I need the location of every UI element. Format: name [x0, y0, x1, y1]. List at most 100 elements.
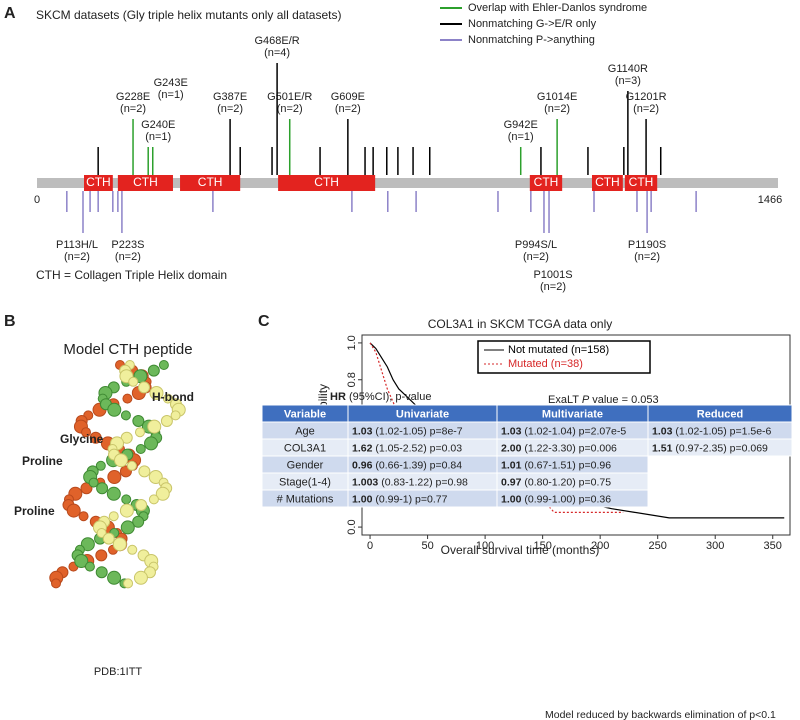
panel-letter: B	[4, 313, 16, 330]
atom	[138, 381, 151, 394]
mutation-count: (n=2)	[64, 251, 90, 263]
cell-text: 1.62 (1.05-2.52) p=0.03	[352, 442, 462, 454]
mutation-label: G240E	[141, 119, 175, 131]
cell-text: # Mutations	[277, 493, 334, 505]
caption: PDB:1ITT	[94, 666, 143, 678]
atom	[102, 532, 115, 545]
legend-label: Overlap with Ehler-Danlos syndrome	[468, 2, 647, 14]
x-axis-label: Overall survival time (months)	[441, 543, 600, 557]
molecule-label: Proline	[22, 454, 63, 468]
mutation-count: (n=2)	[115, 251, 141, 263]
atom	[81, 427, 92, 438]
atom	[80, 537, 95, 552]
mutation-label: P113H/L	[56, 239, 98, 251]
atom	[155, 486, 170, 501]
mutation-label: G1140R	[608, 63, 648, 75]
atom	[128, 376, 139, 387]
footnote: Model reduced by backwards elimination o…	[545, 709, 776, 720]
cell-ci: (0.66-1.39) p=0.84	[372, 459, 462, 471]
header-text: Univariate	[396, 408, 449, 420]
atom	[170, 410, 181, 421]
atom	[121, 494, 132, 505]
atom	[95, 460, 106, 471]
protein-backbone	[37, 178, 778, 188]
mutation-count: (n=2)	[217, 103, 243, 115]
x-tick-label: 100	[476, 540, 494, 552]
atom	[147, 419, 162, 434]
mutation-count: (n=2)	[523, 251, 549, 263]
y-tick-label: 1.0	[346, 335, 358, 350]
cell-text: 1.03 (1.02-1.05) p=1.5e-6	[652, 425, 772, 437]
mutation-label: G501E/R	[267, 91, 312, 103]
mutation-count: (n=2)	[544, 103, 570, 115]
cell-ci: (0.80-1.20) p=0.75	[521, 476, 611, 488]
molecule-label: Glycine	[60, 432, 104, 446]
axis-start: 0	[34, 194, 40, 206]
mutation-label: G942E	[504, 119, 538, 131]
cell-ci: (0.99-1) p=0.77	[372, 493, 447, 505]
mutation-count: (n=2)	[277, 103, 303, 115]
caption: CTH = Collagen Triple Helix domain	[36, 268, 227, 282]
table-caption: HR (95%CI), p-value	[330, 391, 431, 403]
legend-label: Nonmatching G->E/R only	[468, 18, 597, 30]
cell-hr: 1.62	[352, 442, 373, 454]
atom	[127, 544, 138, 555]
atom	[114, 453, 129, 468]
x-tick-label: 150	[533, 540, 551, 552]
atom	[107, 570, 122, 585]
atom	[95, 549, 108, 562]
legend-label: Not mutated (n=158)	[508, 344, 609, 356]
x-tick-label: 250	[649, 540, 667, 552]
mutation-label: G228E	[116, 91, 150, 103]
atom	[149, 386, 164, 400]
domain-label: CTH	[198, 175, 223, 189]
cell-ci: (0.83-1.22) p=0.98	[378, 476, 468, 488]
domain-label: CTH	[595, 175, 620, 189]
cell-ci: (1.22-3.30) p=0.006	[521, 442, 617, 454]
domain-label: CTH	[314, 175, 339, 189]
atom	[107, 402, 122, 417]
domain	[624, 175, 658, 191]
atom	[107, 470, 122, 484]
cell-ci: (1.05-2.52) p=0.03	[372, 442, 462, 454]
atom	[135, 444, 146, 454]
atom	[120, 520, 135, 535]
legend-label: Nonmatching P->anything	[468, 34, 595, 46]
atom	[96, 482, 109, 495]
cell-ci: (1.02-1.04) p=2.07e-5	[521, 425, 626, 437]
caption-bold: HR	[330, 391, 346, 403]
cell-hr: 1.03	[501, 425, 522, 437]
atom	[144, 436, 159, 451]
mutation-label: G1201R	[626, 91, 667, 103]
mutation-count: (n=2)	[120, 103, 146, 115]
annotation-part: value = 0.053	[589, 394, 658, 406]
atom	[158, 360, 169, 370]
domain	[180, 175, 241, 191]
cell-text: Gender	[287, 459, 324, 471]
mutation-count: (n=2)	[633, 103, 659, 115]
cell-ci: (1.02-1.05) p=1.5e-6	[672, 425, 771, 437]
x-tick-label: 50	[421, 540, 433, 552]
domain	[84, 175, 113, 191]
atom	[120, 410, 131, 421]
annotation: ExaLT P value = 0.053	[548, 394, 659, 406]
table-cell	[496, 489, 649, 508]
atom	[74, 554, 89, 568]
cell-hr: 1.51	[652, 442, 673, 454]
mutation-count: (n=1)	[158, 89, 184, 101]
cell-hr: 1.03	[352, 425, 373, 437]
cell-text: 1.03 (1.02-1.04) p=2.07e-5	[501, 425, 626, 437]
mutation-count: (n=2)	[540, 281, 566, 293]
atom	[106, 486, 121, 501]
annotation-part: P	[582, 394, 590, 406]
x-tick-label: 200	[591, 540, 609, 552]
panel-letter: C	[258, 313, 270, 330]
atom	[119, 503, 134, 518]
cell-hr: 0.96	[352, 459, 373, 471]
molecule-label: Proline	[14, 504, 55, 518]
atom	[66, 503, 81, 518]
atom	[147, 364, 160, 377]
molecule-label: H-bond	[152, 390, 194, 404]
x-tick-label: 350	[764, 540, 782, 552]
mutation-count: (n=4)	[264, 47, 290, 59]
